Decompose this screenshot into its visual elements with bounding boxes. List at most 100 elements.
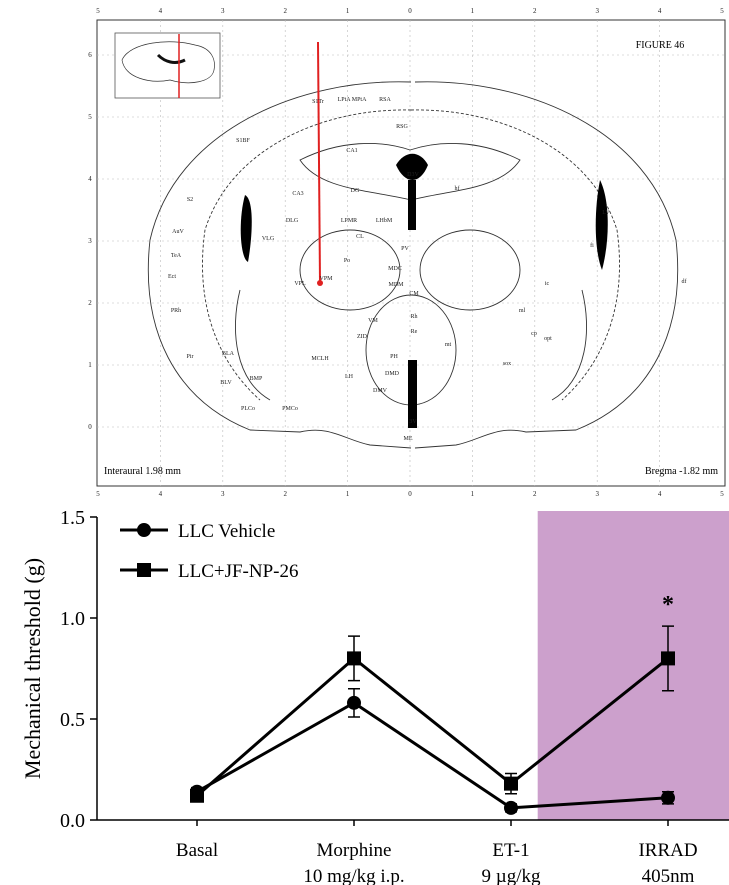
region-label: BMP <box>250 376 263 382</box>
region-label: VPL <box>294 281 306 287</box>
region-label: ME <box>404 436 413 442</box>
data-point <box>504 801 518 815</box>
atlas-x-tick: 1 <box>471 490 475 498</box>
region-label: LPMR <box>341 218 357 224</box>
atlas-x-tick: 2 <box>533 490 537 498</box>
atlas-x-tick: 5 <box>96 7 100 15</box>
region-label: mt <box>445 342 452 348</box>
region-label: CA3 <box>292 191 303 197</box>
interaural: Interaural 1.98 mm <box>104 466 181 477</box>
region-label: CL <box>356 234 364 240</box>
atlas-x-tick: 3 <box>221 7 225 15</box>
region-label: DG <box>351 188 360 194</box>
inset <box>115 33 220 98</box>
region-label: VLG <box>262 236 275 242</box>
region-label: RSA <box>379 97 391 103</box>
region-label: PMCo <box>282 406 298 412</box>
atlas-x-tick: 1 <box>471 7 475 15</box>
x-tick-sublabel: 9 µg/kg <box>482 866 541 885</box>
region-label: PH <box>390 354 398 360</box>
bregma: Bregma -1.82 mm <box>645 466 718 477</box>
x-tick-label: ET-1 <box>492 840 529 861</box>
atlas-y-tick: 5 <box>88 113 92 121</box>
data-point <box>661 651 675 665</box>
atlas-y-tick: 1 <box>88 361 92 369</box>
region-label: MDM <box>388 282 404 288</box>
data-point <box>347 651 361 665</box>
figure: FIGURE 46 Interaural 1.98 mm Bregma -1.8… <box>0 0 729 885</box>
region-label: hf <box>455 185 460 192</box>
y-tick-label: 0.0 <box>60 810 85 832</box>
region-label: CA1 <box>346 148 357 154</box>
atlas-y-tick: 4 <box>88 175 92 183</box>
atlas-x-tick: 2 <box>533 7 537 15</box>
atlas: FIGURE 46 Interaural 1.98 mm Bregma -1.8… <box>97 20 725 486</box>
region-label: PV <box>401 246 409 252</box>
region-label: Rh <box>410 314 417 320</box>
atlas-x-tick: 1 <box>346 7 350 15</box>
atlas-y-tick: 6 <box>88 51 92 59</box>
legend-marker <box>137 563 151 577</box>
region-label: S2 <box>187 197 193 203</box>
data-point <box>190 789 204 803</box>
shaded-region <box>538 511 729 820</box>
region-label: RSG <box>396 124 408 130</box>
region-label: 3V <box>409 419 417 425</box>
region-label: MCLH <box>311 356 329 362</box>
region-label: D3V <box>407 172 419 178</box>
region-label: DMV <box>373 388 388 394</box>
x-tick-label: Basal <box>176 840 218 861</box>
legend-marker <box>137 523 151 537</box>
region-label: BLA <box>222 351 235 357</box>
region-label: Ect <box>168 274 176 280</box>
atlas-x-tick: 3 <box>595 490 599 498</box>
atlas-y-tick: 2 <box>88 299 92 307</box>
y-tick-label: 1.5 <box>60 507 85 529</box>
data-point <box>661 791 675 805</box>
region-label: DLG <box>286 218 299 224</box>
region-label: S1BF <box>236 138 250 144</box>
region-label: DMD <box>385 371 400 377</box>
y-tick-label: 0.5 <box>60 709 85 731</box>
region-label: df <box>682 278 687 285</box>
data-point <box>347 696 361 710</box>
region-label: ZID <box>357 334 368 340</box>
region-label: BLV <box>220 380 232 386</box>
figure-label: FIGURE 46 <box>636 40 685 51</box>
region-label: LHbM <box>376 218 393 224</box>
atlas-x-tick: 5 <box>720 490 724 498</box>
region-label: LV <box>602 210 610 216</box>
atlas-x-tick: 4 <box>159 490 163 498</box>
region-label: fi <box>590 242 594 249</box>
data-point <box>504 777 518 791</box>
atlas-y-tick: 0 <box>88 423 92 431</box>
region-label: ic <box>545 281 550 287</box>
atlas-x-tick: 2 <box>283 7 287 15</box>
atlas-x-tick: 4 <box>658 7 662 15</box>
atlas-y-tick: 3 <box>88 237 92 245</box>
annotation: * <box>662 592 674 618</box>
region-label: MDC <box>388 266 402 272</box>
legend-label: LLC Vehicle <box>178 521 275 542</box>
atlas-x-tick: 2 <box>283 490 287 498</box>
region-label: Pir <box>186 354 193 360</box>
atlas-x-tick: 0 <box>408 490 412 498</box>
legend-label: LLC+JF-NP-26 <box>178 561 299 582</box>
region-label: sox <box>503 361 511 367</box>
region-label: PLCo <box>241 406 255 412</box>
atlas-x-tick: 5 <box>720 7 724 15</box>
atlas-x-tick: 1 <box>346 490 350 498</box>
atlas-x-tick: 3 <box>595 7 599 15</box>
region-label: Re <box>411 329 418 335</box>
region-label: VM <box>368 318 378 324</box>
region-label: AuV <box>172 229 184 235</box>
x-tick-sublabel: 405nm <box>642 866 695 885</box>
region-label: cp <box>531 331 537 337</box>
atlas-x-tick: 4 <box>658 490 662 498</box>
x-tick-sublabel: 10 mg/kg i.p. <box>303 866 404 885</box>
atlas-x-tick: 5 <box>96 490 100 498</box>
atlas-x-tick: 4 <box>159 7 163 15</box>
region-label: PRh <box>171 308 181 314</box>
region-label: VPM <box>319 276 333 282</box>
